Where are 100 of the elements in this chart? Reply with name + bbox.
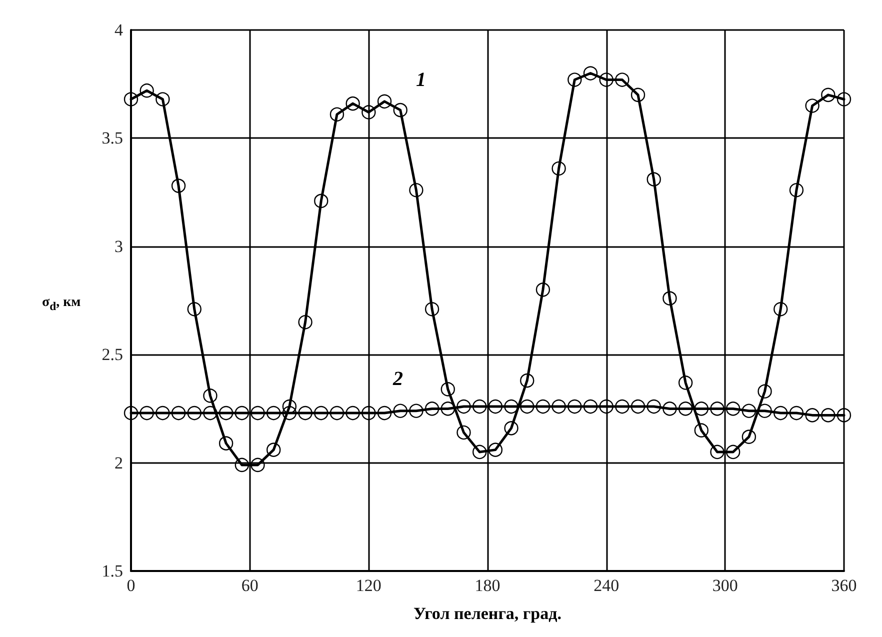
point <box>821 408 836 422</box>
point <box>393 404 408 418</box>
point <box>362 406 376 420</box>
x-tick-label: 120 <box>356 576 382 595</box>
point <box>504 399 518 414</box>
y-tick-label: 2.5 <box>102 345 123 364</box>
point <box>266 406 281 420</box>
point <box>409 404 424 418</box>
point <box>377 406 392 420</box>
point <box>409 183 424 198</box>
point <box>346 406 360 420</box>
y-tick-label: 2 <box>114 453 123 472</box>
y-axis-title: σ$_{d}$, км <box>42 295 81 313</box>
point <box>583 399 598 414</box>
point <box>568 72 582 87</box>
point <box>440 402 455 416</box>
point <box>250 458 265 472</box>
point <box>456 425 471 440</box>
point <box>377 94 392 109</box>
point <box>330 406 344 420</box>
point <box>599 399 614 414</box>
x-tick-label: 300 <box>712 576 738 595</box>
point <box>504 421 518 436</box>
point <box>171 406 186 420</box>
x-axis-title: Угол пеленга, град. <box>414 604 562 623</box>
x-tick-label: 0 <box>126 576 136 595</box>
point <box>234 458 250 472</box>
point <box>218 436 234 450</box>
point <box>456 399 471 414</box>
point <box>710 444 724 460</box>
point <box>393 102 408 118</box>
x-tick-label: 180 <box>474 576 500 595</box>
point <box>536 399 550 414</box>
point <box>282 406 297 420</box>
point <box>742 404 756 418</box>
y-tick-label: 4 <box>114 20 124 40</box>
annotation: 1 <box>416 69 426 91</box>
point <box>187 406 202 420</box>
point <box>694 423 708 438</box>
point <box>726 444 740 460</box>
point <box>630 399 646 414</box>
point <box>552 161 566 176</box>
point <box>472 399 487 414</box>
point <box>314 406 328 420</box>
y-tick-label: 3 <box>114 236 123 256</box>
point <box>140 83 154 98</box>
point <box>774 302 788 316</box>
point <box>646 172 661 186</box>
point <box>488 442 503 457</box>
point <box>156 406 170 420</box>
point <box>630 88 646 102</box>
point <box>282 399 297 414</box>
point <box>298 315 312 330</box>
x-tick-label: 240 <box>594 576 620 595</box>
point <box>187 302 202 316</box>
point <box>646 399 661 414</box>
point <box>362 105 376 120</box>
point <box>789 406 804 420</box>
point <box>234 406 250 420</box>
point <box>615 72 630 87</box>
point <box>124 406 138 420</box>
y-tick-label: 1.5 <box>102 562 123 580</box>
point <box>552 399 566 414</box>
point <box>218 406 234 420</box>
point <box>774 406 788 420</box>
point <box>171 178 186 193</box>
point <box>678 402 693 416</box>
point <box>124 92 138 106</box>
point <box>520 399 534 414</box>
point <box>742 430 756 444</box>
point <box>758 404 772 418</box>
point <box>424 402 440 416</box>
point <box>472 444 487 460</box>
point <box>536 282 550 297</box>
point <box>662 291 677 306</box>
point <box>805 408 820 422</box>
point <box>615 399 630 414</box>
point <box>298 406 312 420</box>
point <box>836 408 852 422</box>
point <box>789 183 804 198</box>
point <box>821 88 836 102</box>
point <box>805 98 820 113</box>
x-tick-label: 60 <box>241 576 258 595</box>
point <box>140 406 154 420</box>
point <box>346 96 360 111</box>
point <box>440 382 455 396</box>
x-tick-label: 360 <box>831 576 857 595</box>
y-tick-label: 3.5 <box>102 128 123 148</box>
point <box>424 302 440 316</box>
point <box>710 402 724 416</box>
point <box>694 402 708 416</box>
point <box>568 399 582 414</box>
point <box>583 66 598 80</box>
point <box>156 92 170 106</box>
point <box>662 402 677 416</box>
point <box>726 402 740 416</box>
point <box>266 442 281 457</box>
point <box>599 72 614 87</box>
point <box>250 406 265 420</box>
point <box>488 399 503 414</box>
